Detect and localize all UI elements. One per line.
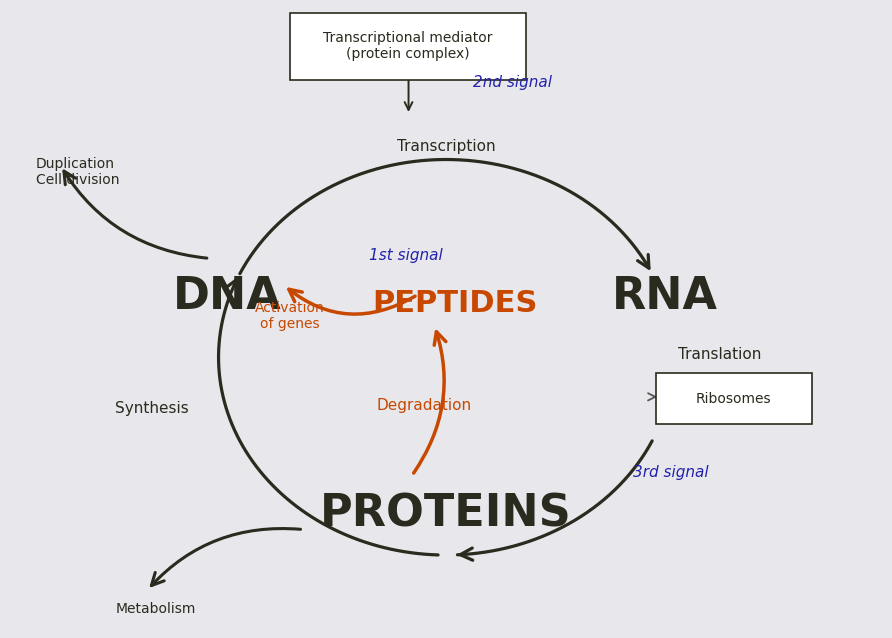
Text: PROTEINS: PROTEINS (320, 492, 572, 535)
Text: Synthesis: Synthesis (115, 401, 188, 416)
FancyBboxPatch shape (290, 13, 526, 80)
Text: Ribosomes: Ribosomes (696, 392, 772, 406)
Text: Transcription: Transcription (397, 139, 495, 154)
Text: Degradation: Degradation (376, 397, 471, 413)
Text: 2nd signal: 2nd signal (473, 75, 552, 91)
Text: PEPTIDES: PEPTIDES (372, 288, 538, 318)
Text: Translation: Translation (678, 346, 761, 362)
Text: 1st signal: 1st signal (369, 248, 442, 263)
Text: DNA: DNA (173, 275, 282, 318)
FancyBboxPatch shape (656, 373, 812, 424)
Text: 3rd signal: 3rd signal (633, 464, 709, 480)
Text: RNA: RNA (612, 275, 717, 318)
Text: Duplication
Cell division: Duplication Cell division (36, 157, 120, 188)
Text: Activation
of genes: Activation of genes (255, 300, 325, 331)
Text: Metabolism: Metabolism (116, 602, 196, 616)
Text: Transcriptional mediator
(protein complex): Transcriptional mediator (protein comple… (323, 31, 493, 61)
